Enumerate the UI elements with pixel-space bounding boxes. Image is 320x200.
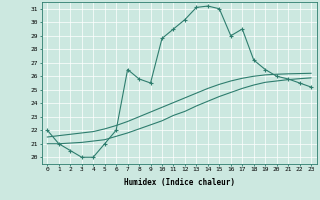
X-axis label: Humidex (Indice chaleur): Humidex (Indice chaleur) <box>124 178 235 187</box>
